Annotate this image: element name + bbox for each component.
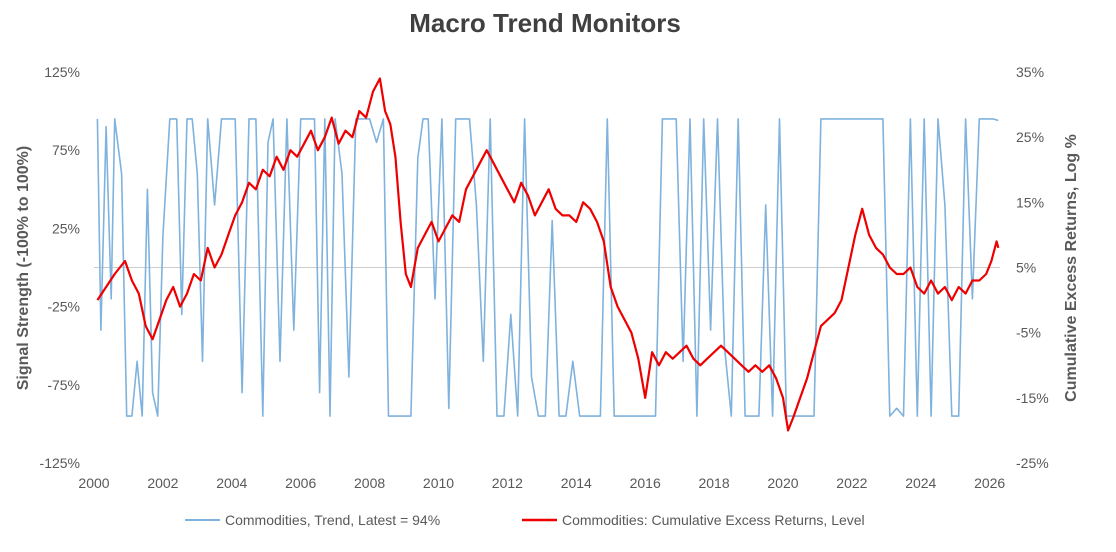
y-right-axis-ticks: 35% 25% 15% 5% -5% -15% -25% bbox=[1016, 64, 1049, 471]
y-left-tick-label: -125% bbox=[40, 455, 80, 471]
x-tick-label: 2008 bbox=[354, 475, 385, 491]
x-tick-label: 2022 bbox=[836, 475, 867, 491]
returns-series-line bbox=[96, 77, 1000, 432]
x-tick-label: 2026 bbox=[974, 475, 1005, 491]
x-tick-label: 2014 bbox=[561, 475, 592, 491]
y-right-tick-label: 15% bbox=[1016, 194, 1044, 210]
y-left-tick-label: 125% bbox=[44, 64, 80, 80]
x-tick-label: 2010 bbox=[423, 475, 454, 491]
y-right-tick-label: 5% bbox=[1016, 260, 1036, 276]
x-tick-label: 2018 bbox=[698, 475, 729, 491]
x-tick-label: 2016 bbox=[630, 475, 661, 491]
x-tick-label: 2024 bbox=[905, 475, 936, 491]
x-tick-label: 2002 bbox=[147, 475, 178, 491]
trend-series-layer bbox=[96, 118, 999, 417]
y-left-tick-label: -25% bbox=[47, 299, 80, 315]
legend-returns-label: Commodities: Cumulative Excess Returns, … bbox=[562, 512, 865, 528]
y-left-tick-label: 75% bbox=[52, 142, 80, 158]
legend-trend-label: Commodities, Trend, Latest = 94% bbox=[225, 512, 440, 528]
x-tick-label: 2004 bbox=[216, 475, 247, 491]
chart-title: Macro Trend Monitors bbox=[409, 8, 681, 38]
y-right-tick-label: -5% bbox=[1016, 325, 1041, 341]
legend: Commodities, Trend, Latest = 94% Commodi… bbox=[185, 512, 865, 528]
x-tick-label: 2006 bbox=[285, 475, 316, 491]
x-axis-ticks: 2000 2002 2004 2006 2008 2010 2012 2014 2016 2018… bbox=[78, 475, 1005, 491]
x-tick-label: 2020 bbox=[767, 475, 798, 491]
trend-series-line bbox=[96, 118, 999, 417]
y-right-axis-label: Cumulative Excess Returns, Log % bbox=[1063, 134, 1080, 402]
y-right-tick-label: 25% bbox=[1016, 129, 1044, 145]
y-right-tick-label: -15% bbox=[1016, 390, 1049, 406]
y-left-axis-label: Signal Strength (-100% to 100%) bbox=[15, 146, 32, 391]
y-right-tick-label: 35% bbox=[1016, 64, 1044, 80]
x-tick-label: 2012 bbox=[492, 475, 523, 491]
x-tick-label: 2000 bbox=[78, 475, 109, 491]
y-left-tick-label: -75% bbox=[47, 377, 80, 393]
y-left-axis-ticks: 125% 75% 25% -25% -75% -125% bbox=[40, 64, 80, 471]
y-left-tick-label: 25% bbox=[52, 220, 80, 236]
returns-series-layer bbox=[96, 77, 1000, 432]
y-right-tick-label: -25% bbox=[1016, 455, 1049, 471]
